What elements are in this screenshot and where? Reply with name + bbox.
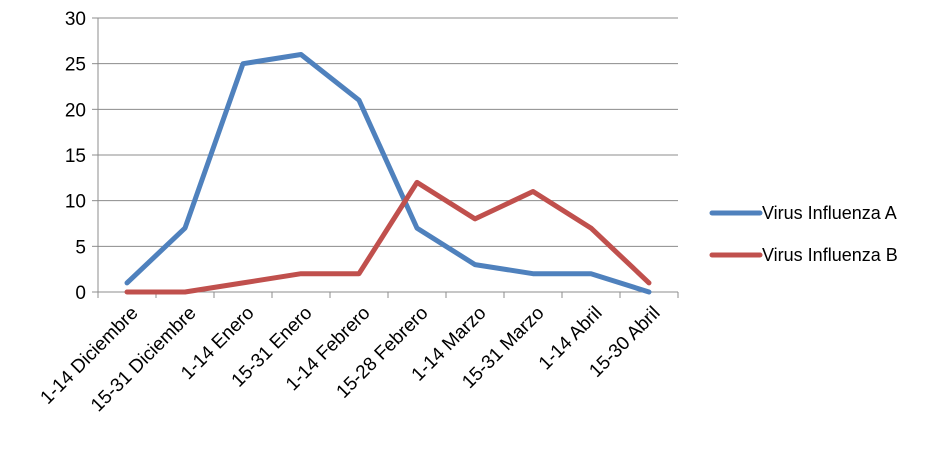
series-line-b (124, 179, 652, 295)
x-tick-label: 1-14 Diciembre (37, 303, 143, 409)
legend: Virus Influenza A Virus Influenza B (709, 203, 898, 265)
gridlines (98, 17, 678, 247)
y-tick-label: 20 (65, 100, 86, 121)
legend-label: Virus Influenza B (762, 245, 898, 265)
series-lines (124, 52, 652, 295)
series-line-a (124, 52, 652, 295)
y-tick-label: 10 (65, 192, 86, 213)
x-tick-label: 15-31 Diciembre (87, 303, 200, 416)
y-tick-label: 25 (65, 55, 86, 76)
y-tick-label: 5 (75, 237, 86, 258)
y-tick-label: 30 (65, 9, 86, 30)
legend-label: Virus Influenza A (762, 203, 897, 223)
y-axis-ticks: 0 5 10 15 20 25 30 (65, 9, 98, 304)
y-tick-label: 15 (65, 146, 86, 167)
y-tick-label: 0 (75, 283, 86, 304)
